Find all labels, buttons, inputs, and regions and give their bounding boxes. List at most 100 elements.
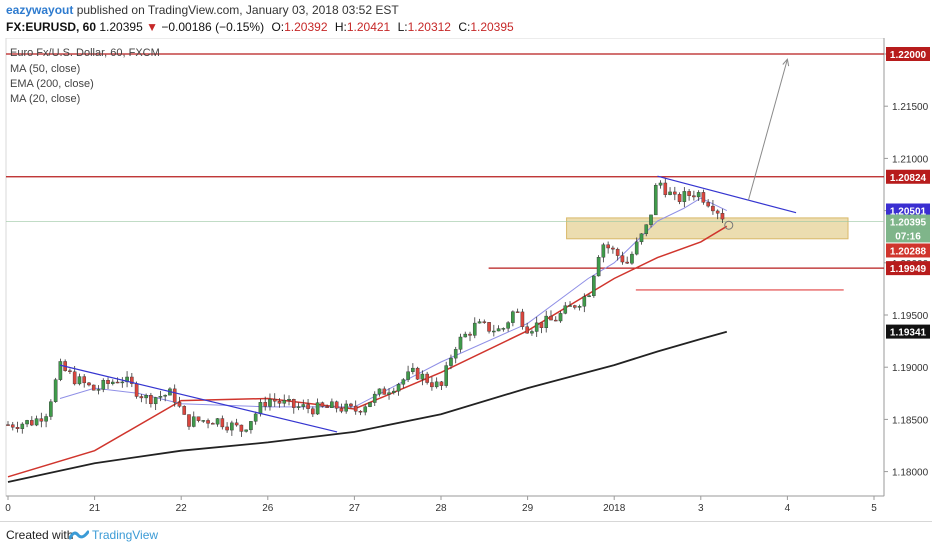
symbol-bar: FX:EURUSD, 60 1.20395 ▼ −0.00186 (−0.15%… [6,20,514,34]
created-with-text: Created with [6,528,74,542]
low-value: 1.20312 [407,20,451,34]
candle-body [134,383,139,397]
candle-body [692,195,696,198]
candle-body [172,388,177,403]
candle-body [420,373,425,380]
candle-body [106,380,110,384]
price-label-tag [886,47,930,61]
candle-body [487,322,491,332]
candle-body [301,404,306,407]
candle-body [492,330,496,333]
y-tick-label: 1.19500 [892,311,929,322]
last-price: 1.20395 [99,20,143,34]
candle-body [182,406,187,415]
candle-body [211,423,215,425]
candle-body [144,394,148,399]
publish-info: eazywayout published on TradingView.com,… [6,3,399,17]
low-label: L: [397,20,408,34]
candle-body [196,416,201,421]
candle-body [649,214,653,225]
x-tick-label: 22 [176,503,188,514]
legend-indicator: EMA (200, close) [10,78,94,90]
candle-body [34,418,39,426]
candle-body [668,191,672,195]
candle-body [592,275,596,296]
candle-body [282,400,287,404]
candle-body [682,191,687,202]
candles [6,178,725,437]
candle-body [673,191,677,195]
candle-body [25,420,29,425]
price-label-text: 1.20501 [890,206,927,217]
author-link[interactable]: eazywayout [6,3,74,17]
candle-body [363,406,368,413]
candle-body [644,224,649,234]
candle-body [515,311,520,313]
candle-body [496,328,501,332]
candle-body [320,402,325,407]
tradingview-logo-icon [69,530,89,540]
candle-body [115,381,120,384]
open-label: O: [271,20,285,34]
candle-body [6,424,10,426]
candle-body [534,322,539,332]
candle-body [539,322,544,329]
price-label-tag [886,228,930,243]
price-label-text: 1.22000 [890,50,927,61]
candle-body [549,315,553,321]
candle-body [30,420,34,426]
candle-body [358,410,363,413]
candle-body [425,373,429,383]
symbol: FX:EURUSD, 60 [6,20,97,34]
candle-body [91,384,96,391]
y-tick-label: 1.21500 [892,102,929,113]
trendline [657,175,797,214]
published-text: published on TradingView.com, January 03… [76,3,399,17]
tradingview-brand[interactable]: TradingView [92,528,159,542]
candle-body [663,182,668,195]
candle-body [15,427,20,429]
price-label-tag [886,243,930,258]
candle-body [306,404,310,409]
price-label-tag [886,324,930,339]
x-tick-label: 5 [871,503,877,514]
candle-body [411,367,415,372]
candle-body [277,401,282,404]
price-label-text: 1.20824 [890,173,927,184]
candle-body [372,393,377,403]
down-arrow-icon: ▼ [146,20,158,34]
candle-body [387,392,391,395]
candle-body [696,192,701,198]
price-label-tag [886,261,930,276]
candle-body [568,305,572,307]
candle-body [77,376,82,385]
candle-body [634,241,639,255]
candle-body [268,399,272,407]
indicator-line-1 [7,225,728,478]
price-label-text: 1.20395 [890,218,927,229]
candle-body [149,394,153,405]
candle-body [653,185,658,216]
close-value: 1.20395 [470,20,514,34]
candle-body [415,367,420,380]
candle-body [439,381,444,386]
candle-body [68,370,72,372]
candle-body [87,382,91,386]
x-tick-label: 27 [349,503,361,514]
candle-body [382,388,387,395]
plot-area [5,38,885,497]
candle-body [334,401,339,409]
price-chart[interactable]: 1.180001.185001.190001.195001.200001.205… [0,38,932,521]
candle-body [453,349,458,359]
y-tick-label: 1.19000 [892,363,929,374]
candle-body [396,384,401,392]
trendline [59,364,338,433]
candle-body [296,406,301,408]
candle-body [187,414,191,427]
candle-body [401,379,406,385]
x-tick-label: 29 [522,503,534,514]
candle-body [10,424,15,428]
candle-body [49,401,53,417]
candle-body [72,371,77,385]
legend-indicator: MA (50, close) [10,63,80,75]
